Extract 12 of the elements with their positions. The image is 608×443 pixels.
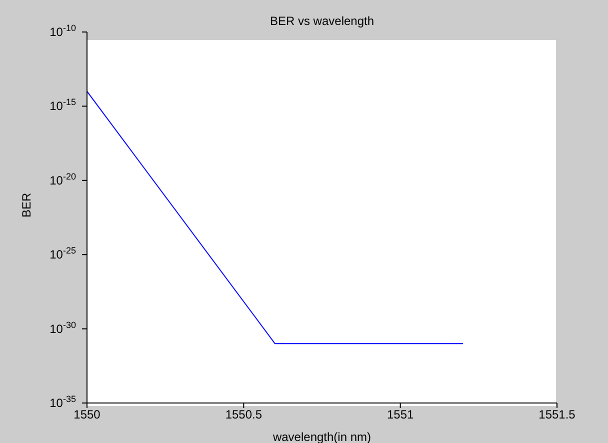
y-tick-label: 10$^{-15}$ — [50, 97, 76, 114]
x-tick-label: 1550 — [74, 408, 101, 422]
chart-title: BER vs wavelength — [268, 14, 376, 28]
x-tick-label: 1550.5 — [225, 408, 262, 422]
x-tick-label: 1551 — [386, 408, 414, 422]
y-tick-label: 10$^{-20}$ — [50, 171, 76, 188]
y-axis-title: BER — [19, 192, 34, 218]
x-tick-label: 1551.5 — [538, 408, 576, 422]
y-tick-label: 10$^{-30}$ — [50, 320, 76, 336]
y-tick-label: 10$^{-35}$ — [50, 394, 76, 410]
y-tick-label: 10$^{-10}$ — [50, 23, 76, 39]
y-tick-label: 10$^{-25}$ — [50, 246, 76, 262]
